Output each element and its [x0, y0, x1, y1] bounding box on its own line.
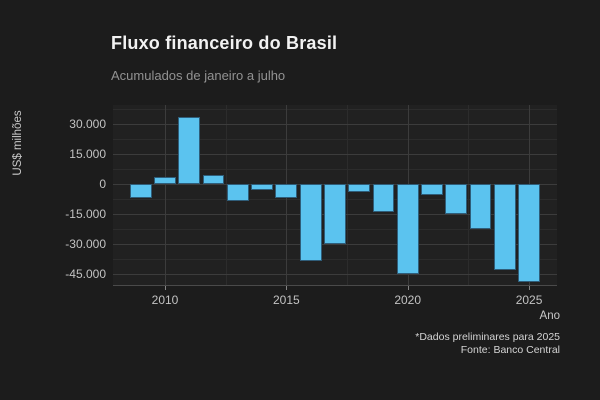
bar-2020 — [396, 184, 419, 275]
bar-2025 — [518, 184, 540, 283]
y-tick-label: -30.000 — [65, 237, 106, 252]
bar-2017 — [323, 184, 346, 245]
caption-line-2: Fonte: Banco Central — [460, 344, 560, 356]
gridline-major-v — [165, 105, 166, 285]
caption-line-1: *Dados preliminares para 2025 — [415, 331, 560, 343]
x-tick-label: 2015 — [272, 293, 300, 307]
bar-2021 — [421, 184, 443, 196]
bar-2013 — [226, 184, 249, 202]
bar-2016 — [299, 184, 322, 262]
gridline-minor-v — [468, 105, 470, 285]
gridline-minor-h — [113, 259, 557, 261]
x-tick-mark — [165, 286, 166, 290]
chart-subtitle: Acumulados de janeiro a julho — [111, 68, 286, 83]
x-tick-label: 2020 — [394, 293, 422, 307]
x-tick-mark — [529, 286, 531, 290]
bar-2024 — [493, 184, 516, 271]
x-axis-title: Ano — [539, 310, 560, 322]
gridline-major-h — [113, 154, 557, 156]
x-tick-label: 2010 — [151, 293, 179, 307]
y-axis-title: US$ milhões — [12, 110, 24, 176]
bar-2023 — [469, 184, 492, 230]
bar-2011 — [178, 117, 201, 185]
gridline-major-h — [113, 124, 557, 126]
y-tick-label: 0 — [99, 177, 106, 192]
bar-2019 — [372, 184, 395, 213]
bar-2010 — [154, 177, 176, 185]
bar-2022 — [445, 184, 468, 215]
bar-2009 — [129, 184, 152, 199]
y-tick-label: -45.000 — [65, 267, 106, 282]
bar-2012 — [202, 175, 225, 185]
gridline-minor-v — [347, 105, 349, 285]
y-tick-label: 30.000 — [69, 117, 106, 132]
gridline-major-h — [113, 244, 557, 246]
gridline-minor-h — [113, 169, 557, 171]
chart-title: Fluxo financeiro do Brasil — [111, 33, 338, 53]
bar-2018 — [348, 184, 371, 193]
plot-panel — [113, 105, 557, 286]
gridline-minor-h — [113, 139, 557, 141]
bar-2014 — [251, 184, 273, 191]
x-tick-mark — [286, 286, 288, 290]
gridline-major-h — [113, 274, 557, 276]
caption: *Dados preliminares para 2025 Fonte: Ban… — [415, 331, 560, 357]
gridline-minor-h — [113, 109, 557, 111]
x-tick-label: 2025 — [515, 293, 543, 307]
y-tick-label: 15.000 — [69, 147, 106, 162]
gridline-minor-v — [225, 105, 227, 285]
x-tick-mark — [407, 286, 409, 290]
bar-2015 — [275, 184, 298, 199]
y-tick-label: -15.000 — [65, 207, 106, 222]
